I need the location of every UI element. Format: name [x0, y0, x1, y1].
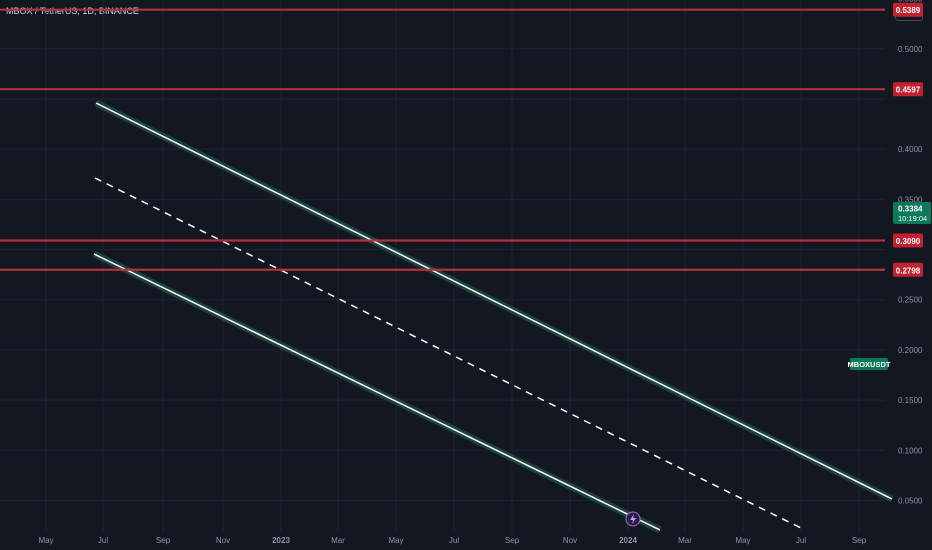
symbol-badge	[850, 358, 888, 370]
y-tick-label: 0.2000	[898, 346, 923, 355]
x-tick-label: May	[388, 536, 403, 545]
x-tick-label: Sep	[852, 536, 867, 545]
x-tick-label: Mar	[678, 536, 692, 545]
y-axis[interactable]: 0.95000.90000.85000.75000.65000.55000.50…	[898, 0, 923, 505]
countdown-label: 10:19:04	[898, 214, 927, 223]
level-badge-label: 0.5389	[896, 6, 921, 15]
x-tick-label: Nov	[216, 536, 230, 545]
level-badge-label: 0.4597	[896, 86, 921, 95]
x-tick-label: Jul	[98, 536, 108, 545]
x-axis[interactable]: May Jul Sep Nov 2023 Mar May Jul Sep Nov 2024 Mar Ma…	[38, 511, 867, 545]
x-tick-label: Jul	[449, 536, 459, 545]
last-price-badge	[893, 201, 931, 224]
grid-lines	[0, 0, 885, 532]
y-tick-label: 0.5500	[898, 0, 923, 4]
y-tick-label: 0.5000	[898, 45, 923, 54]
x-tick-label: Nov	[563, 536, 577, 545]
channel-mid-line	[94, 177, 806, 531]
lightning-glyph	[630, 514, 636, 524]
channel-upper-line	[95, 102, 893, 500]
level-badge-label: 0.2798	[896, 266, 921, 275]
channel-drawing[interactable]	[92, 99, 894, 534]
channel-lower-line	[93, 253, 661, 531]
last-price-label: 0.3384	[898, 204, 923, 213]
y-tick-label: 0.4000	[898, 145, 923, 154]
x-tick-label: Mar	[331, 536, 345, 545]
x-tick-label: Sep	[156, 536, 171, 545]
symbol-label: MBOXUSDT	[848, 360, 891, 369]
x-tick-label: May	[38, 536, 53, 545]
y-tick-label: 0.1500	[898, 396, 923, 405]
y-tick-label: 0.2500	[898, 296, 923, 305]
x-tick-label: 2023	[272, 536, 290, 545]
level-badge	[893, 262, 923, 277]
level-badge	[893, 233, 923, 248]
chart-title: MBOX / TetherUS, 1D, BINANCE	[6, 6, 139, 16]
x-tick-label: Jul	[796, 536, 806, 545]
y-tick-label: 0.3500	[898, 195, 923, 204]
x-tick-label: May	[735, 536, 750, 545]
level-badge-label: 0.3090	[896, 237, 921, 246]
y-tick-label: 0.1000	[898, 446, 923, 455]
lightning-icon	[625, 511, 641, 527]
y-tick-label: 0.0500	[898, 496, 923, 505]
horizontal-levels[interactable]	[0, 0, 885, 271]
x-tick-label: Sep	[505, 536, 520, 545]
x-tick-label: 2024	[619, 536, 637, 545]
level-badge	[893, 82, 923, 97]
price-badges: 0.79080.69910.60910.53890.45970.30900.27…	[848, 2, 931, 370]
level-badge	[893, 2, 923, 17]
